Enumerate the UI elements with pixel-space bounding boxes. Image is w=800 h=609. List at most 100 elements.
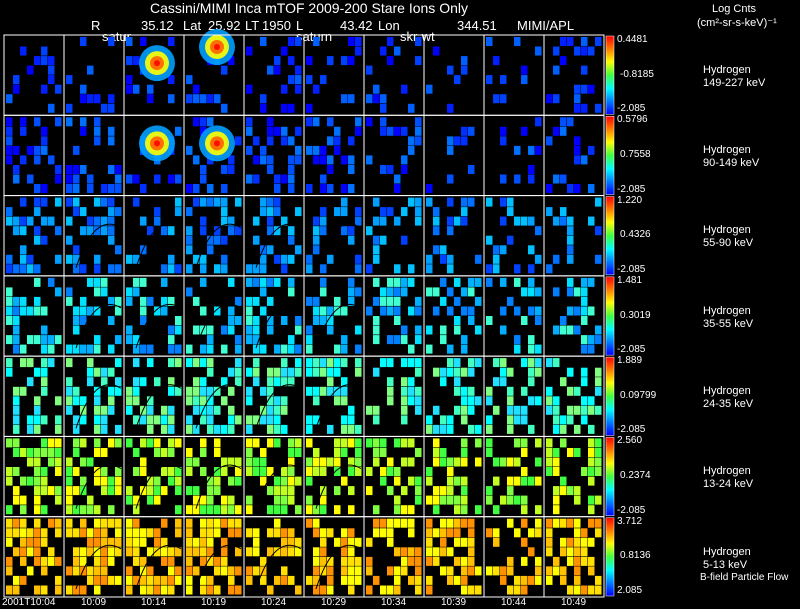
time-tick-label: 10:19 — [201, 597, 227, 608]
colorbar-mid-label: 0.3019 — [620, 309, 651, 321]
row-species-label: Hydrogen — [703, 545, 751, 558]
row-energy-label: 55-90 keV — [703, 237, 754, 250]
lon-label: Lon — [378, 18, 400, 33]
colorbar-min-label: -2.085 — [617, 183, 646, 195]
colorbar-mid-label: 0.7558 — [620, 149, 651, 160]
lt-label: LT — [245, 18, 260, 33]
time-tick-label: 2001T10:04 — [2, 597, 56, 608]
heatmap-cell — [543, 34, 605, 116]
credit-label: MIMI/APL — [517, 18, 575, 33]
heatmap-cell — [303, 114, 365, 197]
heatmap-cell — [303, 435, 365, 518]
heatmap-cell — [3, 34, 65, 116]
heatmap-cell — [303, 34, 365, 116]
row-species-label: Hydrogen — [703, 144, 751, 157]
heatmap-cell — [363, 275, 425, 357]
heatmap-cell — [123, 435, 185, 518]
heatmap-cell — [243, 516, 305, 598]
legend-note: B-field Particle Flow — [700, 572, 789, 583]
colorbar — [605, 196, 615, 276]
heatmap-cell — [243, 195, 305, 277]
colorbar-min-label: -2.085 — [617, 344, 646, 356]
heatmap-cell — [363, 195, 425, 277]
row-energy-label: 13-24 keV — [703, 478, 754, 491]
colorbar-mid-label: -0.8185 — [620, 68, 654, 80]
heatmap-cell — [363, 34, 425, 116]
time-tick-label: 10:49 — [561, 597, 587, 608]
chart-title: Cassini/MIMI Inca mTOF 2009-200 Stare Io… — [150, 0, 468, 16]
time-tick-label: 10:24 — [261, 597, 287, 608]
colorbar-max-label: 1.889 — [617, 355, 643, 367]
colorbar-min-label: -2.085 — [617, 504, 646, 516]
heatmap-cell — [543, 114, 605, 197]
units-title: Log Cnts — [712, 3, 757, 15]
heatmap-cell — [483, 275, 545, 357]
heatmap-cell — [243, 114, 305, 197]
heatmap-cell — [423, 516, 485, 598]
overlay-label-saturn: saturn — [296, 29, 333, 44]
colorbar-min-label: 2.085 — [617, 585, 643, 596]
colorbar-min-label: -2.085 — [617, 424, 646, 436]
heatmap-cell — [543, 195, 605, 277]
colorbar-max-label: 0.4481 — [617, 34, 648, 45]
colorbar-max-label: 3.712 — [617, 515, 643, 527]
row-energy-label: 24-35 keV — [703, 398, 754, 411]
colorbar-min-label: -2.085 — [617, 263, 646, 275]
heatmap-cell — [123, 114, 185, 197]
heatmap-cell — [3, 195, 65, 277]
heatmap-cell — [3, 435, 65, 518]
heatmap-cell — [483, 195, 545, 277]
colorbar-min-label: -2.085 — [617, 103, 646, 115]
heatmap-cell — [543, 275, 605, 357]
heatmap-cell — [543, 355, 605, 437]
heatmap-cell — [483, 34, 545, 116]
heatmap-cell — [543, 435, 605, 518]
overlay-label-skr: skr-wt — [400, 29, 435, 44]
colorbar — [605, 517, 615, 597]
row-species-label: Hydrogen — [703, 224, 751, 237]
heatmap-cell — [423, 195, 485, 277]
row-species-label: Hydrogen — [703, 385, 751, 398]
heatmap-cell — [303, 516, 365, 598]
heatmap-cell — [423, 435, 485, 518]
heatmap-cell — [483, 435, 545, 518]
l-label: L — [296, 18, 304, 33]
heatmap-cell — [423, 355, 485, 437]
heatmap-cell — [63, 275, 125, 357]
heatmap-cell — [183, 29, 245, 116]
heatmap-cell — [123, 516, 185, 598]
colorbar-max-label: 0.5796 — [617, 114, 648, 126]
heatmap-cell — [63, 114, 125, 197]
heatmap-cell — [543, 516, 605, 598]
heatmap-cell — [363, 355, 425, 437]
heatmap-cell — [3, 275, 65, 357]
colorbar — [605, 437, 615, 516]
colorbar-max-label: 1.220 — [617, 194, 643, 206]
time-tick-label: 10:14 — [141, 597, 167, 608]
colorbar-mid-label: 0.4326 — [620, 229, 651, 241]
heatmap-cell — [183, 114, 245, 197]
heatmap-cell — [363, 114, 425, 197]
row-energy-label: 35-55 keV — [703, 317, 754, 330]
heatmap-cell — [3, 516, 65, 598]
row-species-label: Hydrogen — [703, 63, 751, 76]
heatmap-cell — [243, 435, 305, 518]
heatmap-cell — [363, 435, 425, 518]
heatmap-cell — [243, 355, 305, 437]
heatmap-cell — [423, 114, 485, 197]
colorbar-max-label: 1.481 — [617, 274, 643, 286]
row-energy-label: 149-227 keV — [703, 76, 766, 89]
colorbar-mid-label: 0.09799 — [620, 389, 657, 401]
r-label: R — [91, 18, 101, 33]
heatmap-cell — [363, 516, 425, 598]
time-tick-label: 10:34 — [381, 597, 407, 608]
heatmap-cell — [63, 516, 125, 598]
time-tick-label: 10:39 — [441, 597, 467, 608]
heatmap-cell — [303, 195, 365, 277]
colorbar-max-label: 2.560 — [617, 435, 643, 447]
heatmap-cell — [3, 355, 65, 437]
time-tick-label: 10:44 — [501, 597, 527, 608]
heatmap-cell — [3, 114, 65, 197]
heatmap-cell — [243, 275, 305, 357]
heatmap-cell — [123, 355, 185, 437]
